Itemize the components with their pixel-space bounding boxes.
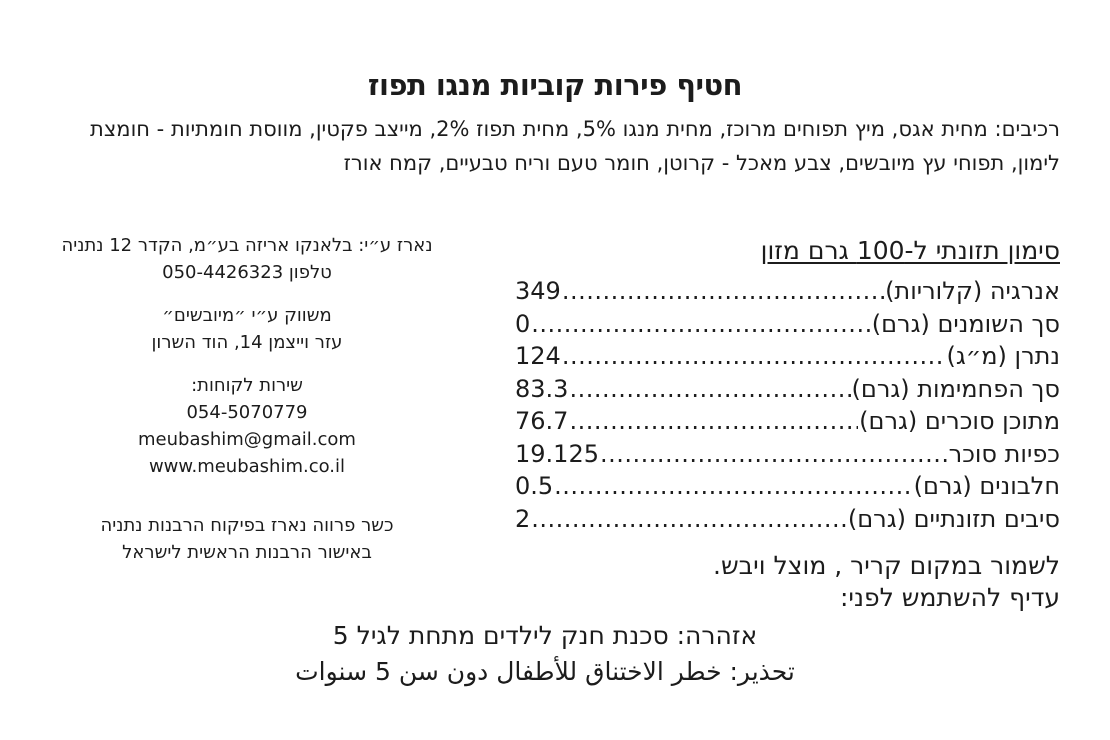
nutrition-label: סך השומנים (גרם) (871, 309, 1060, 338)
packer-block: נארז ע״י: בלאנקו אריזה בע״מ, הקדר 12 נתנ… (22, 232, 472, 286)
nutrition-value: 349 (515, 277, 561, 305)
nutrition-header: סימון תזונתי ל-100 גרם מזון (760, 236, 1060, 265)
nutrition-row: 349.....................................… (515, 277, 1060, 310)
choking-warning-arabic: تحذير: خطر الاختناق للأطفال دون سن 5 سنو… (295, 657, 795, 686)
packer-line: נארז ע״י: בלאנקו אריזה בע״מ, הקדר 12 נתנ… (61, 235, 433, 256)
nutrition-value: 0.5 (515, 472, 554, 500)
nutrition-row: 2.......................................… (515, 505, 1060, 538)
nutrition-label: מתוכן סוכרים (גרם) (859, 407, 1060, 435)
nutrition-label: חלבונים (גרם) (913, 472, 1060, 500)
customer-service-block: שירות לקוחות: 054-5070779 meubashim@gmai… (22, 372, 472, 480)
customer-service-website: www.meubashim.co.il (148, 456, 346, 477)
nutrition-label: סך הפחמימות (גרם) (851, 374, 1060, 403)
nutrition-label: כפיות סוכר (948, 439, 1060, 468)
storage-instructions: לשמור במקום קריר , מוצל ויבש. עדיף להשתמ… (300, 550, 1060, 614)
dot-leader: ........................................… (531, 504, 847, 533)
nutrition-row: 124.....................................… (515, 342, 1060, 375)
nutrition-value: 124 (515, 342, 561, 370)
dot-leader: ........................................… (569, 407, 858, 435)
best-before-line: עדיף להשתמש לפני: (840, 583, 1060, 612)
nutrition-row: 0.5.....................................… (515, 472, 1060, 505)
dot-leader: ........................................… (561, 342, 946, 370)
dot-leader: ........................................… (561, 277, 884, 305)
customer-service-email: meubashim@gmail.com (138, 429, 356, 450)
nutrition-section: סימון תזונתי ל-100 גרם מזון 349.........… (515, 236, 1060, 537)
customer-service-phone: 054-5070779 (186, 402, 308, 423)
ingredients-paragraph: רכיבים: מחית אגס, מיץ תפוחים מרוכז, מחית… (90, 117, 1060, 175)
nutrition-label: נתרן (מ״ג) (946, 342, 1060, 370)
company-info-column: נארז ע״י: בלאנקו אריזה בע״מ, הקדר 12 נתנ… (22, 232, 472, 582)
storage-line: לשמור במקום קריר , מוצל ויבש. (713, 551, 1060, 580)
kosher-line2: באישור הרבנות הראשית לישראל (122, 542, 372, 563)
nutrition-value: 2 (515, 504, 531, 533)
nutrition-label: סיבים תזונתיים (גרם) (847, 504, 1060, 533)
kosher-block: כשר פרווה נארז בפיקוח הרבנות נתניה באישו… (22, 512, 472, 566)
nutrition-row: 0.......................................… (515, 310, 1060, 343)
dot-leader: ........................................… (531, 309, 870, 338)
warnings-section: אזהרה: סכנת חנק לילדים מתחת לגיל 5 تحذير… (0, 618, 1090, 690)
dot-leader: ........................................… (554, 472, 913, 500)
packer-phone: טלפון 050-4426323 (162, 262, 332, 283)
nutrition-row: 19.125..................................… (515, 440, 1060, 473)
dot-leader: ........................................… (569, 374, 850, 403)
nutrition-label: אנרגיה (קלוריות) (885, 277, 1060, 305)
nutrition-value: 76.7 (515, 407, 569, 435)
nutrition-row: 76.7....................................… (515, 407, 1060, 440)
nutrition-value: 83.3 (515, 374, 569, 403)
dot-leader: ........................................… (599, 439, 948, 468)
kosher-line1: כשר פרווה נארז בפיקוח הרבנות נתניה (100, 515, 394, 536)
customer-service-label: שירות לקוחות: (191, 375, 303, 396)
distributor-line: משווק ע״י ״מיובשים״ (162, 305, 332, 326)
distributor-address: עזר וייצמן 14, הוד השרון (151, 332, 343, 353)
nutrition-table: 349.....................................… (515, 277, 1060, 537)
nutrition-value: 19.125 (515, 439, 599, 468)
product-title: חטיף פירות קוביות מנגו תפוז (367, 68, 743, 102)
choking-warning-hebrew: אזהרה: סכנת חנק לילדים מתחת לגיל 5 (332, 621, 758, 650)
nutrition-value: 0 (515, 309, 531, 338)
nutrition-row: 83.3....................................… (515, 375, 1060, 408)
distributor-block: משווק ע״י ״מיובשים״ עזר וייצמן 14, הוד ה… (22, 302, 472, 356)
